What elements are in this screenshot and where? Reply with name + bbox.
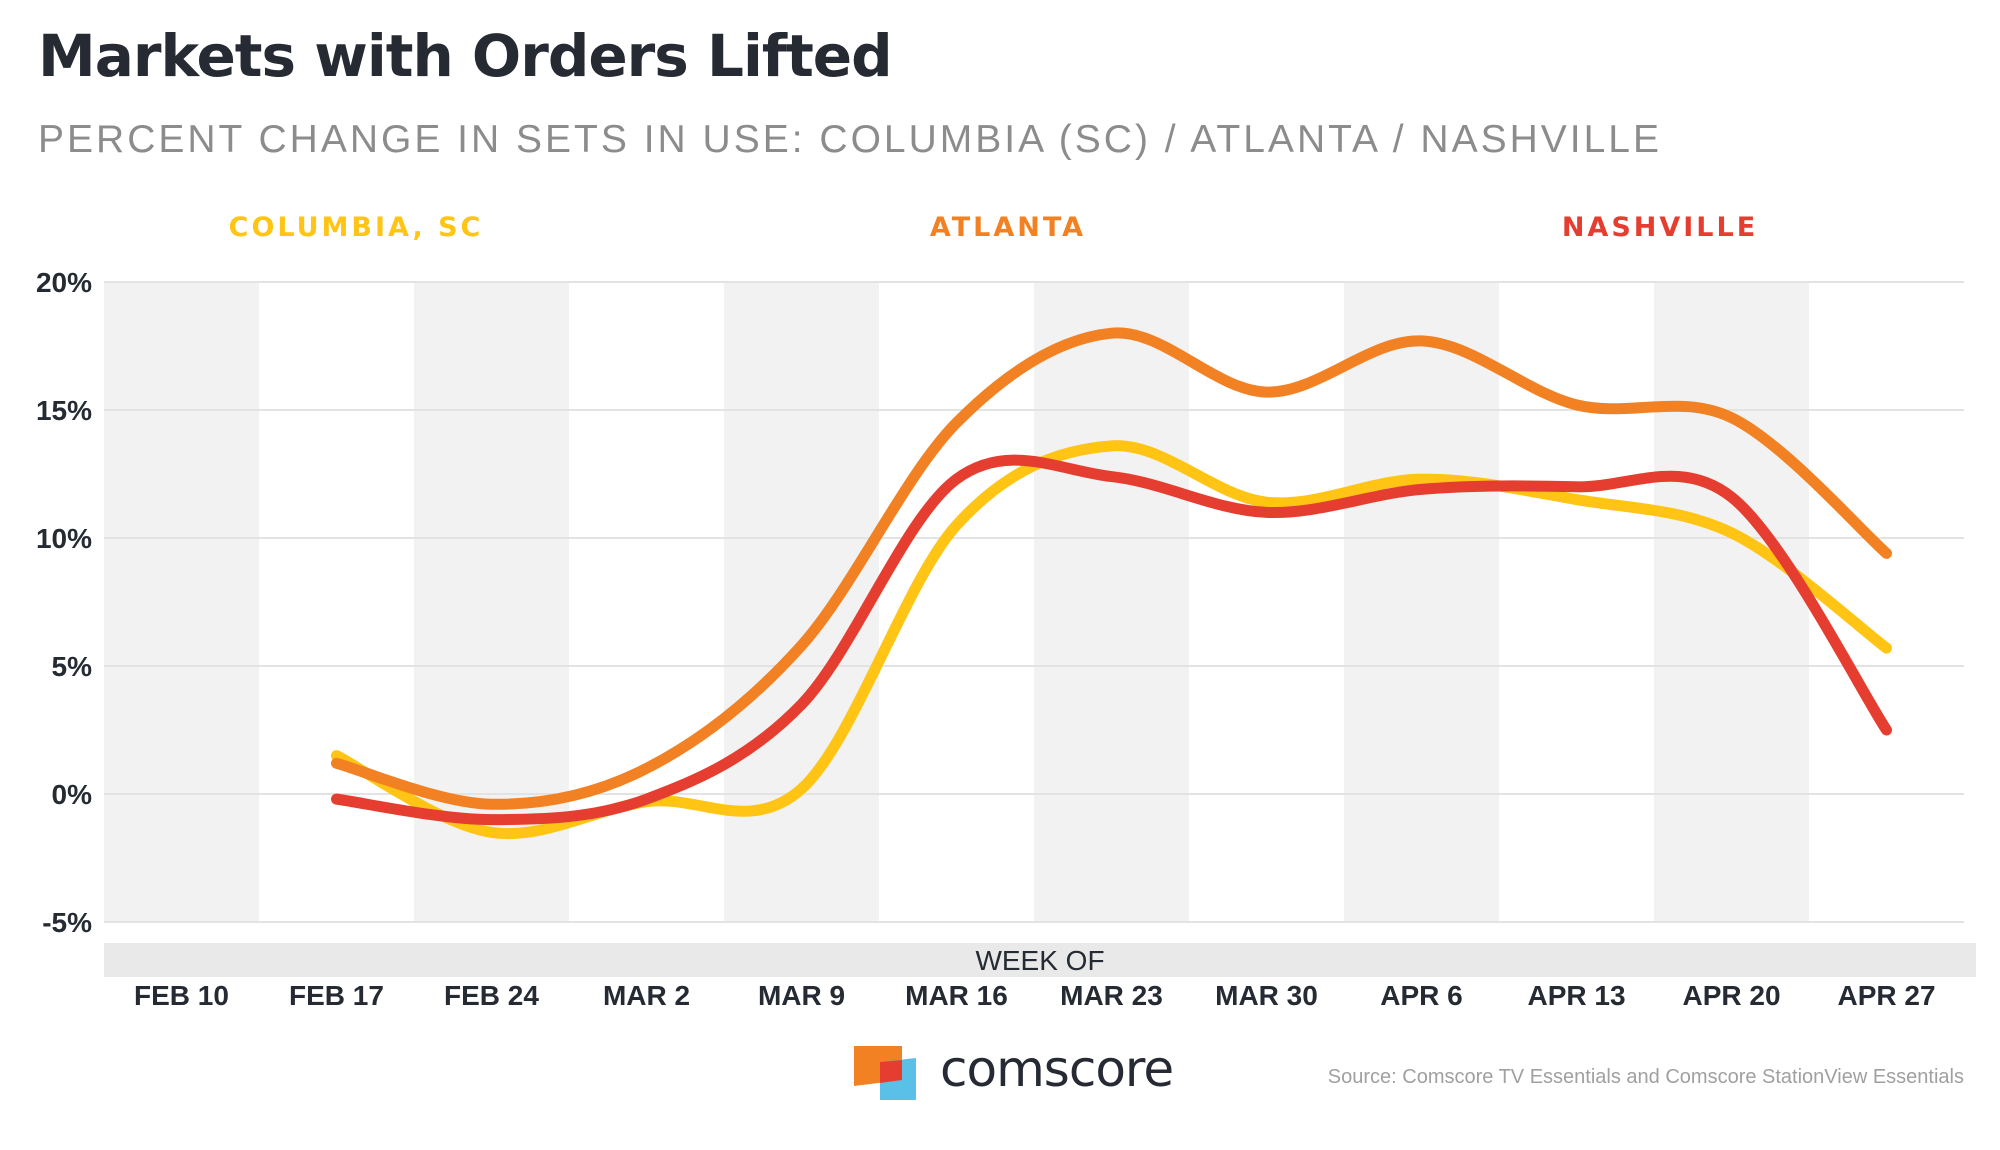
- x-axis-label: WEEK OF: [975, 945, 1104, 976]
- chart-title: Markets with Orders Lifted: [38, 22, 893, 90]
- legend: COLUMBIA, SC ATLANTA NASHVILLE: [229, 212, 1758, 243]
- y-tick-label: 20%: [36, 267, 92, 298]
- x-tick-label: MAR 16: [905, 980, 1008, 1011]
- week-band: [104, 282, 259, 922]
- week-bands: [104, 282, 1809, 922]
- x-tick-label: FEB 17: [289, 980, 384, 1011]
- y-tick-label: -5%: [42, 907, 92, 938]
- chart-subtitle: PERCENT CHANGE IN SETS IN USE: COLUMBIA …: [38, 118, 1662, 161]
- x-tick-label: APR 13: [1527, 980, 1625, 1011]
- legend-entry: ATLANTA: [930, 212, 1086, 243]
- x-tick-label: APR 6: [1380, 980, 1462, 1011]
- x-tick-label: APR 27: [1837, 980, 1935, 1011]
- y-tick-label: 5%: [52, 651, 93, 682]
- comscore-logo-icon: [854, 1046, 916, 1100]
- series-line: [331, 454, 1892, 826]
- x-tick-label: MAR 23: [1060, 980, 1163, 1011]
- week-band: [1654, 282, 1809, 922]
- brand-name: comscore: [940, 1040, 1174, 1098]
- x-tick-label: MAR 30: [1215, 980, 1318, 1011]
- series-line: [331, 327, 1892, 810]
- series-lines: [331, 327, 1892, 840]
- week-band: [1034, 282, 1189, 922]
- week-band: [724, 282, 879, 922]
- y-tick-label: 15%: [36, 395, 92, 426]
- x-tick-label: FEB 24: [444, 980, 539, 1011]
- y-tick-label: 0%: [52, 779, 93, 810]
- x-tick-label: MAR 2: [603, 980, 690, 1011]
- legend-entry: COLUMBIA, SC: [229, 212, 484, 243]
- x-tick-label: APR 20: [1682, 980, 1780, 1011]
- y-tick-label: 10%: [36, 523, 92, 554]
- x-tick-label: MAR 9: [758, 980, 845, 1011]
- source-note: Source: Comscore TV Essentials and Comsc…: [1327, 1066, 1964, 1088]
- week-band: [1344, 282, 1499, 922]
- x-axis-bar: [104, 943, 1976, 977]
- x-tick-label: FEB 10: [134, 980, 229, 1011]
- x-axis-ticks: FEB 10 FEB 17 FEB 24 MAR 2 MAR 9 MAR 16 MAR 23…: [134, 980, 1935, 1011]
- y-axis-ticks: -5% 0% 5% 10% 15% 20%: [36, 267, 92, 938]
- legend-entry: NASHVILLE: [1562, 212, 1758, 243]
